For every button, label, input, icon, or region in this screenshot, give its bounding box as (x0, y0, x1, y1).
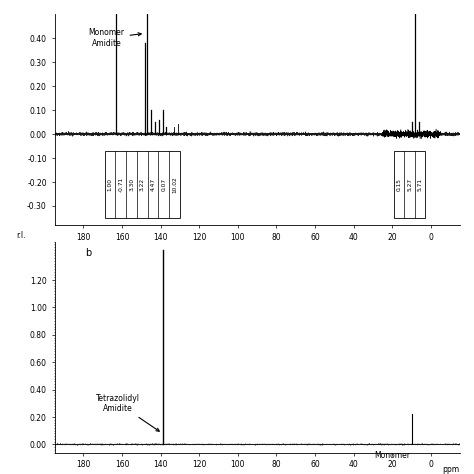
Text: 4.47: 4.47 (151, 178, 155, 191)
Text: b: b (85, 248, 91, 258)
Text: 0.07: 0.07 (161, 178, 166, 191)
Text: 10.02: 10.02 (172, 176, 177, 193)
Text: Monomer: Monomer (374, 451, 410, 460)
Text: 3.30: 3.30 (129, 178, 134, 191)
Bar (394, 151, 425, 218)
Text: 5.71: 5.71 (418, 178, 422, 191)
Text: Monomer
Amidite: Monomer Amidite (89, 28, 141, 48)
Text: 5.27: 5.27 (407, 178, 412, 191)
Text: -0.71: -0.71 (118, 177, 123, 192)
Text: 0.15: 0.15 (397, 178, 402, 191)
Bar (105, 151, 180, 218)
Text: ppm: ppm (443, 465, 460, 474)
Text: 1.00: 1.00 (108, 178, 112, 191)
Text: r.l.: r.l. (16, 231, 26, 240)
Text: Tetrazolidyl
Amidite: Tetrazolidyl Amidite (96, 394, 159, 431)
Text: 3.22: 3.22 (140, 178, 145, 191)
Text: ppm: ppm (443, 242, 460, 251)
